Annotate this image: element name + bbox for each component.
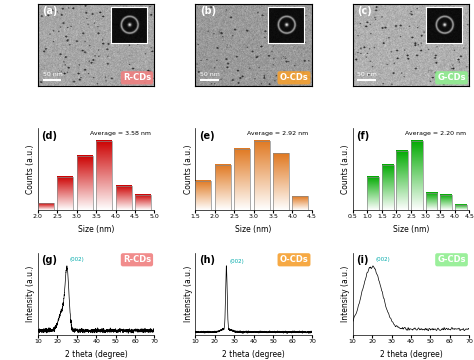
Bar: [96, 141, 112, 210]
Text: G-CDs: G-CDs: [437, 73, 466, 82]
Bar: [254, 141, 270, 210]
Bar: [411, 141, 423, 210]
Y-axis label: Intensity (a.u.): Intensity (a.u.): [26, 266, 35, 322]
Y-axis label: Counts (a.u.): Counts (a.u.): [183, 144, 192, 194]
Bar: [215, 165, 231, 210]
Text: O-CDs: O-CDs: [280, 255, 309, 264]
Y-axis label: Intensity (a.u.): Intensity (a.u.): [341, 266, 350, 322]
Bar: [234, 149, 250, 210]
Y-axis label: Counts (a.u.): Counts (a.u.): [26, 144, 35, 194]
Bar: [367, 177, 379, 210]
Bar: [38, 203, 54, 210]
X-axis label: 2 theta (degree): 2 theta (degree): [65, 350, 128, 359]
Bar: [273, 153, 289, 210]
Text: (g): (g): [41, 255, 57, 265]
X-axis label: 2 theta (degree): 2 theta (degree): [222, 350, 285, 359]
Text: G-CDs: G-CDs: [437, 255, 466, 264]
Bar: [396, 151, 408, 210]
Bar: [292, 196, 309, 210]
X-axis label: Size (nm): Size (nm): [78, 225, 114, 234]
Text: 50 nm: 50 nm: [43, 72, 63, 77]
Text: (b): (b): [200, 6, 216, 16]
Text: Average = 3.58 nm: Average = 3.58 nm: [90, 131, 151, 136]
Text: (i): (i): [356, 255, 369, 265]
Text: (e): (e): [199, 131, 214, 141]
Text: (002): (002): [375, 257, 390, 262]
Text: R-CDs: R-CDs: [123, 73, 151, 82]
Text: (h): (h): [199, 255, 215, 265]
Text: (002): (002): [229, 258, 244, 264]
Text: R-CDs: R-CDs: [123, 255, 151, 264]
X-axis label: 2 theta (degree): 2 theta (degree): [380, 350, 442, 359]
Bar: [57, 177, 73, 210]
Bar: [426, 193, 438, 210]
Bar: [116, 186, 132, 210]
Bar: [135, 195, 151, 210]
Bar: [382, 165, 394, 210]
Text: (c): (c): [357, 6, 372, 16]
Text: 50 nm: 50 nm: [357, 72, 377, 77]
Y-axis label: Counts (a.u.): Counts (a.u.): [341, 144, 350, 194]
X-axis label: Size (nm): Size (nm): [393, 225, 429, 234]
Text: 50 nm: 50 nm: [200, 72, 220, 77]
Text: (d): (d): [41, 131, 57, 141]
Bar: [455, 204, 466, 210]
Bar: [440, 195, 452, 210]
Text: (002): (002): [70, 257, 85, 262]
Y-axis label: Intensity (a.u.): Intensity (a.u.): [183, 266, 192, 322]
X-axis label: Size (nm): Size (nm): [236, 225, 272, 234]
Bar: [195, 181, 211, 210]
Bar: [77, 156, 93, 210]
Text: (a): (a): [43, 6, 58, 16]
Text: Average = 2.92 nm: Average = 2.92 nm: [247, 131, 309, 136]
Text: (f): (f): [356, 131, 369, 141]
Text: O-CDs: O-CDs: [280, 73, 309, 82]
Text: Average = 2.20 nm: Average = 2.20 nm: [405, 131, 466, 136]
